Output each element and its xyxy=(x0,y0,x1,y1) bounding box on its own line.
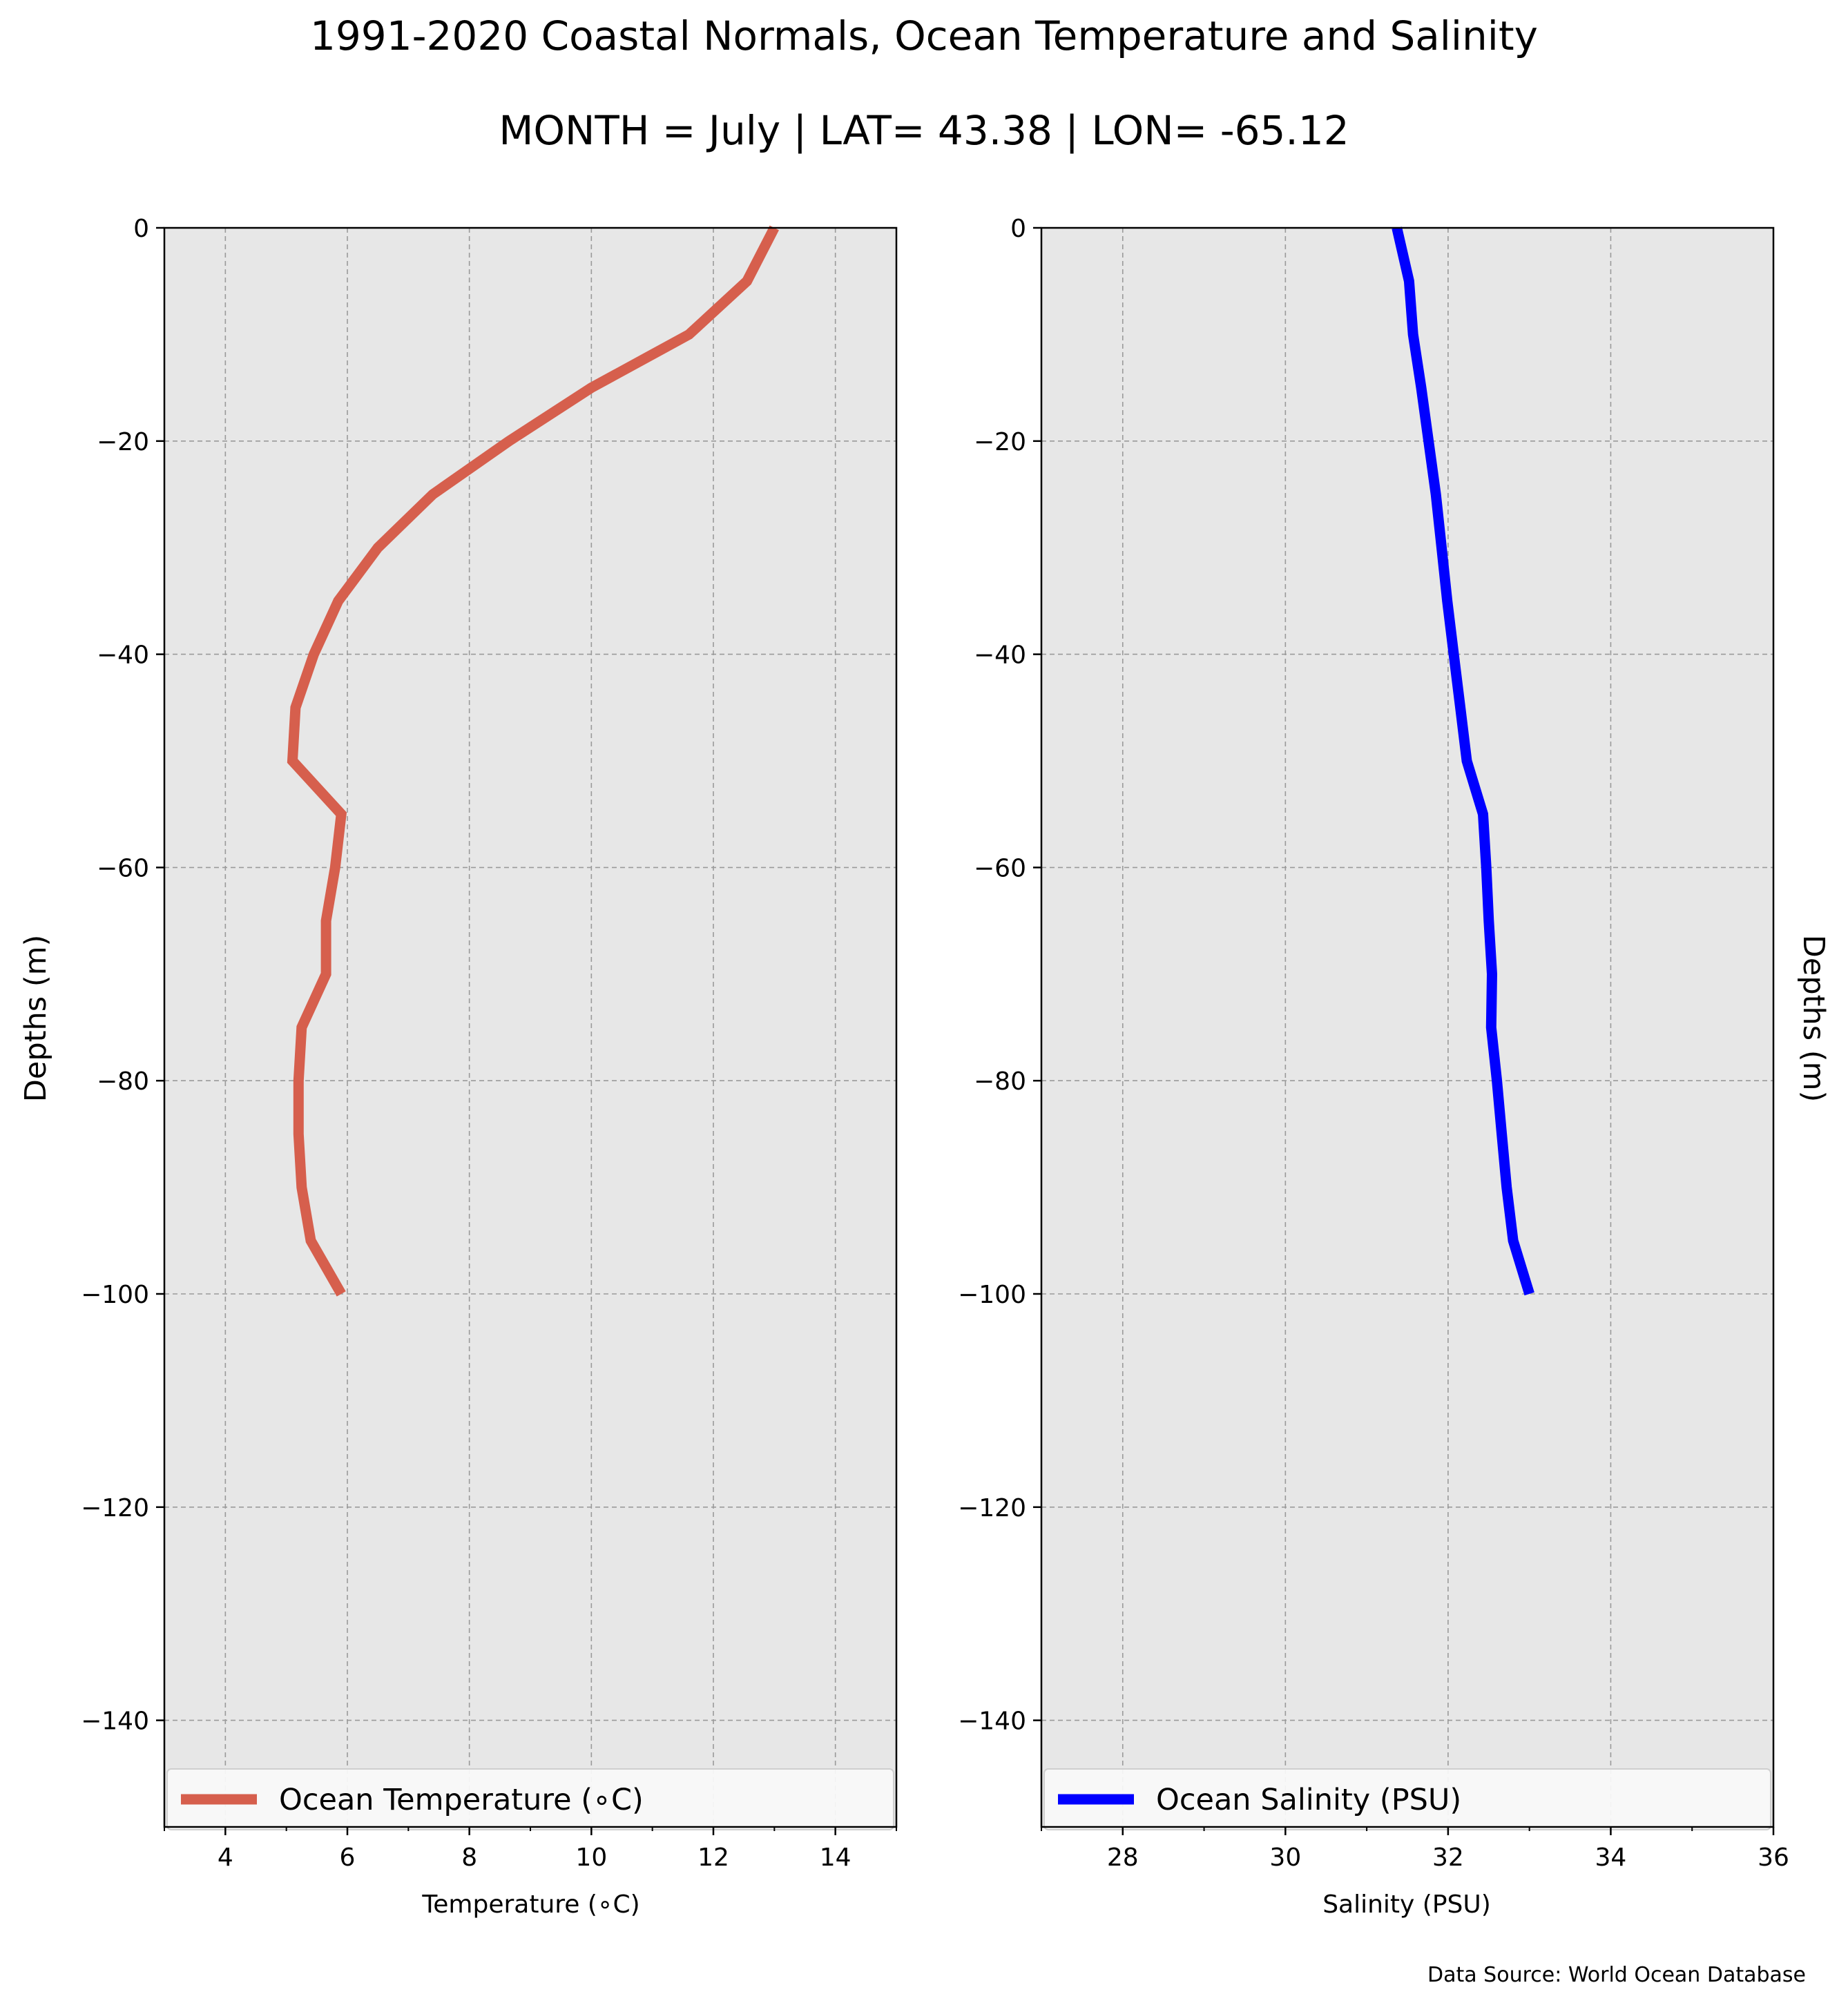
salinity-y-tick-label: −120 xyxy=(958,1494,1026,1522)
salinity-y-tick-label: −100 xyxy=(958,1281,1026,1309)
temperature-y-tick-label: −120 xyxy=(81,1494,149,1522)
salinity-plot-background xyxy=(1041,228,1773,1827)
salinity-legend xyxy=(1043,1768,1771,1830)
temperature-legend-label: Ocean Temperature (∘C) xyxy=(279,1783,644,1817)
temperature-y-axis-label: Depths (m) xyxy=(19,935,53,1102)
figure-subtitle: MONTH = July | LAT= 43.38 | LON= -65.12 xyxy=(499,107,1349,154)
temperature-y-tick-label: −140 xyxy=(81,1707,149,1736)
temperature-x-tick-label: 4 xyxy=(218,1844,233,1872)
temperature-x-tick-label: 12 xyxy=(697,1844,729,1872)
salinity-y-tick-label: 0 xyxy=(1010,215,1026,243)
salinity-y-tick-label: −140 xyxy=(958,1707,1026,1736)
salinity-y-tick-label: −20 xyxy=(974,428,1026,456)
salinity-x-tick-label: 30 xyxy=(1269,1844,1301,1872)
temperature-x-tick-label: 10 xyxy=(575,1844,607,1872)
temperature-x-tick-label: 6 xyxy=(340,1844,356,1872)
temperature-y-tick-label: −40 xyxy=(97,641,149,670)
temperature-plot: Ocean Temperature (∘C) 0 −20 −40 −60 −80 −100 −… xyxy=(81,215,898,1872)
salinity-plot: Ocean Salinity (PSU) 0 −20 −40 −60 −80 −100 −12… xyxy=(958,215,1789,1872)
salinity-legend-label: Ocean Salinity (PSU) xyxy=(1156,1783,1461,1817)
temperature-x-tick-label: 8 xyxy=(461,1844,477,1872)
salinity-y-tick-label: −60 xyxy=(974,854,1026,882)
temperature-y-tick-label: 0 xyxy=(133,215,149,243)
salinity-y-tick-label: −40 xyxy=(974,641,1026,670)
salinity-y-axis-label: Depths (m) xyxy=(1796,935,1831,1102)
temperature-plot-background xyxy=(164,228,896,1827)
salinity-x-tick-label: 34 xyxy=(1595,1844,1627,1872)
salinity-x-tick-label: 28 xyxy=(1107,1844,1139,1872)
data-source-note: Data Source: World Ocean Database xyxy=(1427,1963,1806,1987)
temperature-y-tick-label: −100 xyxy=(81,1281,149,1309)
temperature-x-tick-label: 14 xyxy=(820,1844,851,1872)
temperature-profile-line xyxy=(287,225,779,1297)
temperature-y-tick-label: −60 xyxy=(97,854,149,882)
salinity-x-axis-label: Salinity (PSU) xyxy=(1322,1890,1491,1919)
salinity-y-tick-label: −80 xyxy=(974,1067,1026,1096)
temperature-y-tick-label: −20 xyxy=(97,428,149,456)
temperature-y-tick-label: −80 xyxy=(97,1067,149,1096)
salinity-profile-line xyxy=(1392,226,1534,1296)
temperature-x-axis-label: Temperature (∘C) xyxy=(421,1890,639,1919)
salinity-x-tick-label: 32 xyxy=(1432,1844,1464,1872)
figure-title: 1991-2020 Coastal Normals, Ocean Tempera… xyxy=(310,12,1538,59)
salinity-axes-frame xyxy=(1040,226,1775,1828)
salinity-x-tick-label: 36 xyxy=(1758,1844,1789,1872)
